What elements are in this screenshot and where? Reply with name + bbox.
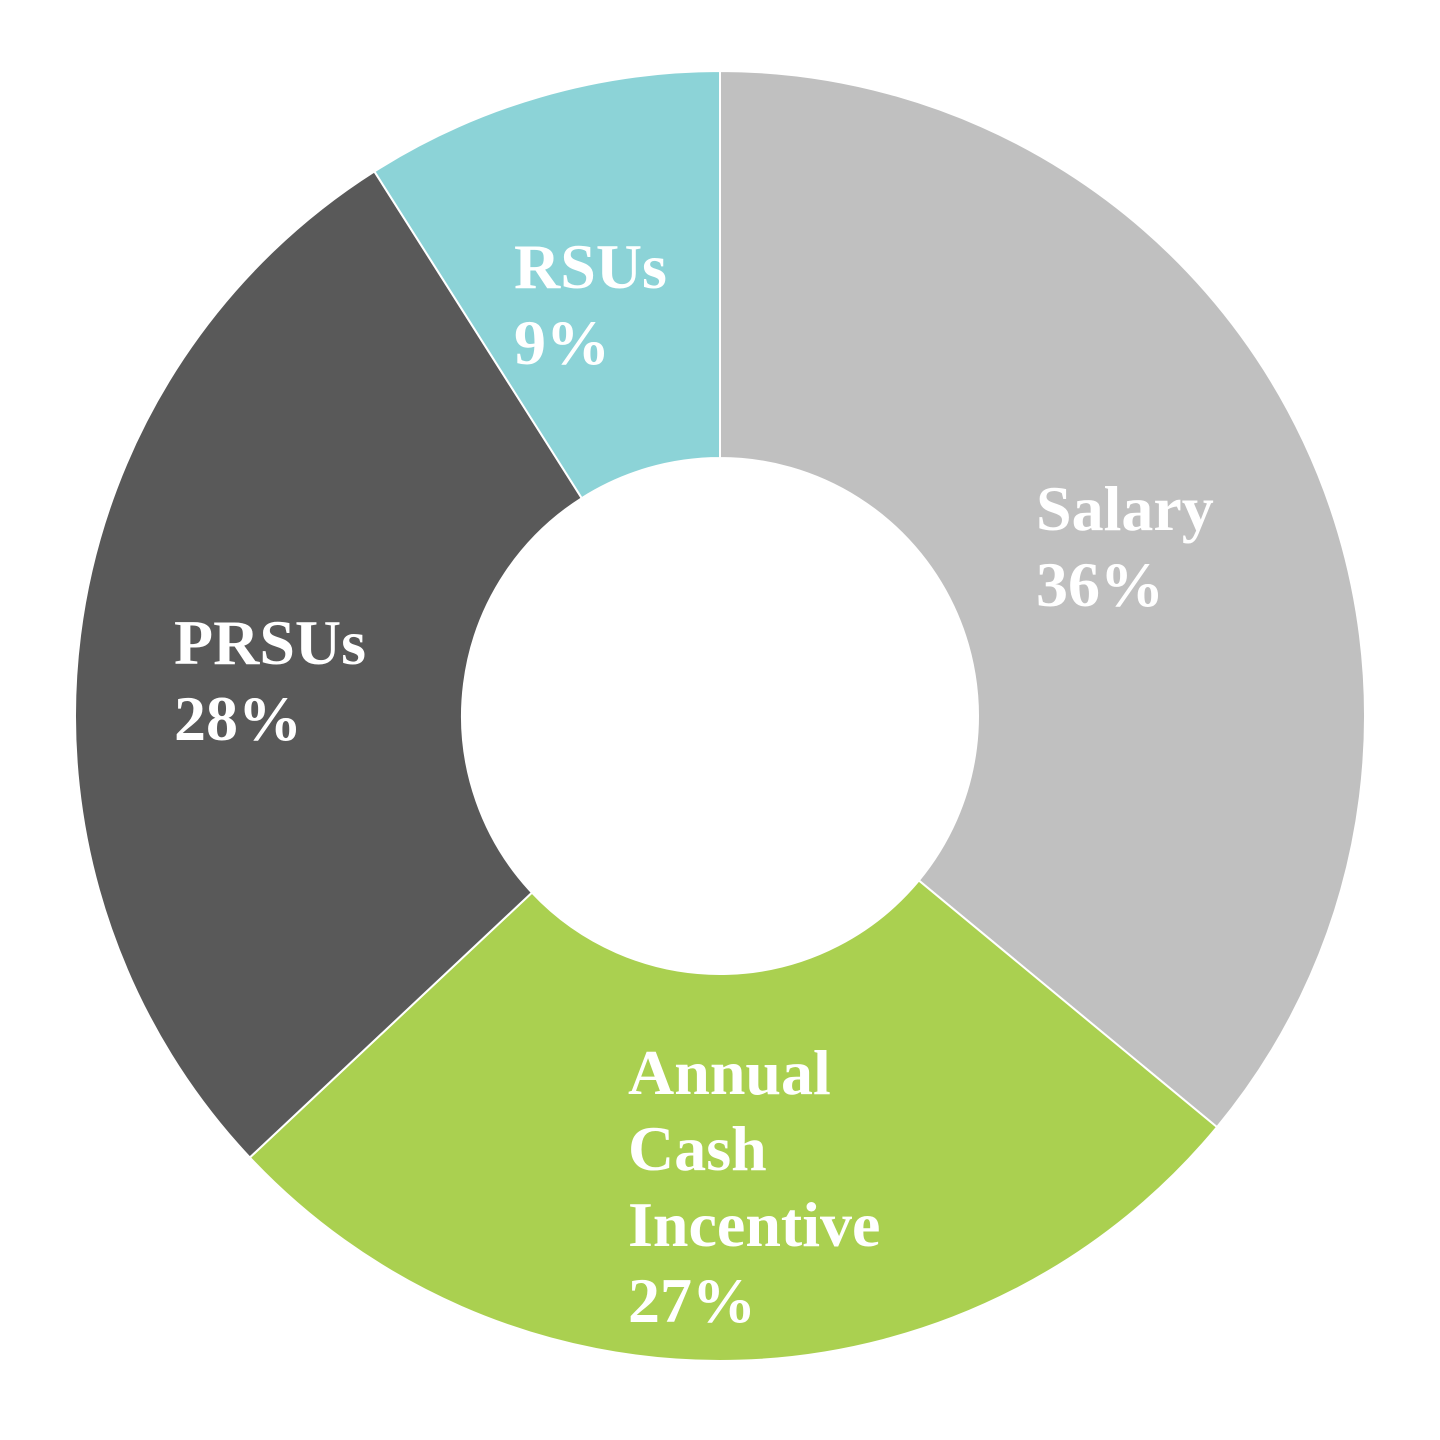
slice-label-rsus: RSUs 9% [514,231,667,378]
slice-salary [719,69,1366,1129]
slice-rsus [373,69,721,500]
slice-name-line: Annual [628,1037,831,1108]
slice-label-salary: Salary 36% [1036,473,1214,620]
slice-labels: Salary 36% Annual Cash Incentive 27% PRSUs 28% R… [174,231,1214,1336]
slice-percent-label: 27% [628,1265,756,1336]
slice-name-line: Incentive [628,1189,880,1260]
slice-percent-label: 9% [514,307,610,378]
slice-annual-cash-incentive [248,879,1219,1362]
slice-name-line: Salary [1036,473,1214,544]
slice-percent-label: 28% [174,683,302,754]
slice-name-line: RSUs [514,231,667,302]
slice-name-line: Cash [628,1113,767,1184]
donut-slices [74,69,1366,1362]
slice-label-prsus: PRSUs 28% [174,607,366,754]
slice-percent-label: 36% [1036,549,1164,620]
slice-prsus [74,170,584,1159]
slice-name-line: PRSUs [174,607,366,678]
slice-label-annual-cash-incentive: Annual Cash Incentive 27% [628,1037,880,1336]
